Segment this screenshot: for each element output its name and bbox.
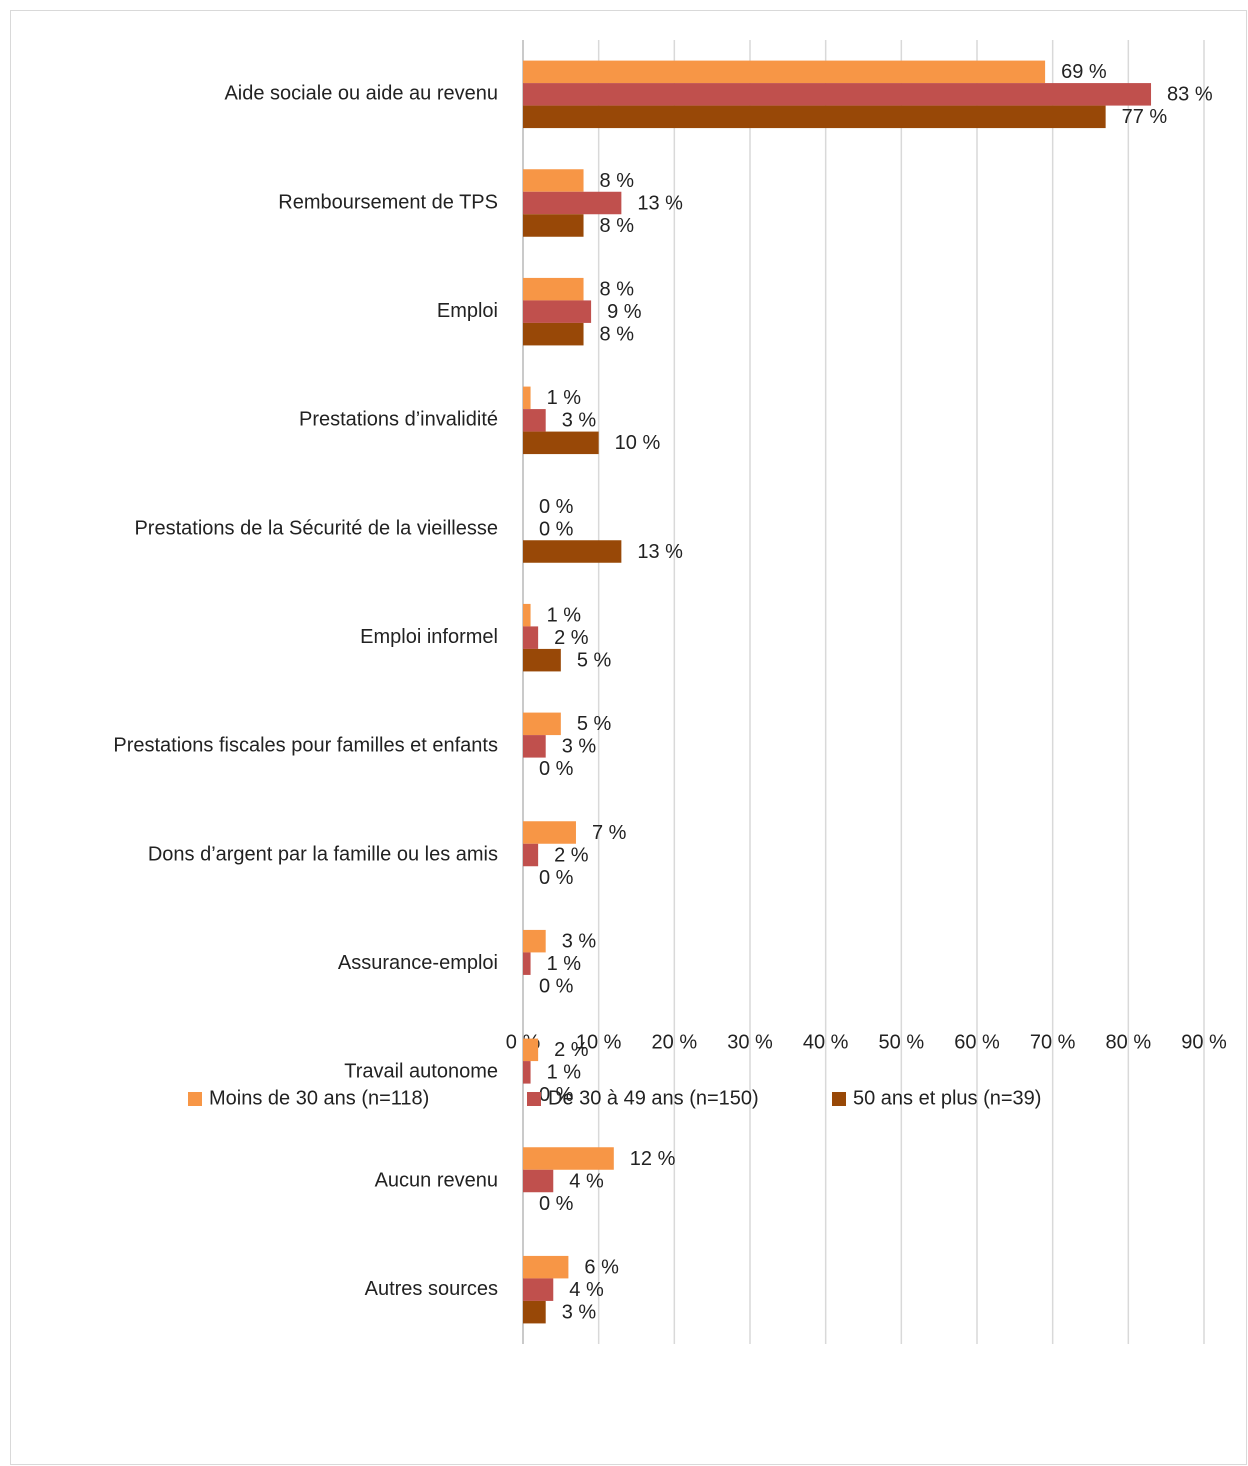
value-label: 1 % (547, 1062, 582, 1084)
value-label: 83 % (1167, 84, 1213, 106)
value-label: 1 % (547, 604, 582, 626)
bar (523, 386, 531, 410)
category-label: Aide sociale ou aide au revenu (224, 83, 498, 105)
value-label: 3 % (562, 1301, 597, 1323)
bar (523, 1255, 569, 1279)
value-label: 1 % (547, 387, 582, 409)
bar (523, 843, 539, 867)
value-label: 0 % (539, 518, 574, 540)
bar (523, 648, 561, 672)
bar (523, 214, 584, 237)
value-label: 3 % (562, 736, 597, 758)
bar (523, 300, 592, 323)
bar (523, 169, 584, 192)
x-tick-label: 30 % (727, 1031, 773, 1053)
bar (523, 83, 1152, 106)
value-label: 4 % (569, 1170, 604, 1192)
value-label: 2 % (554, 1039, 589, 1061)
category-label: Dons d’argent par la famille ou les amis (148, 843, 498, 865)
value-label: 6 % (584, 1256, 619, 1278)
value-label: 2 % (554, 844, 589, 866)
value-label: 8 % (600, 278, 635, 300)
category-label: Remboursement de TPS (278, 191, 498, 213)
value-label: 0 % (539, 1084, 574, 1106)
value-label: 0 % (539, 1193, 574, 1215)
category-label: Emploi informel (360, 626, 498, 648)
x-tick-label: 20 % (652, 1031, 698, 1053)
value-label: 10 % (615, 432, 661, 454)
bar (523, 1038, 539, 1062)
category-label: Emploi (437, 300, 498, 322)
legend-label: 50 ans et plus (n=39) (853, 1087, 1041, 1109)
bar (523, 1300, 546, 1324)
category-label: Travail autonome (344, 1061, 498, 1083)
value-label: 8 % (600, 215, 635, 237)
bar (523, 1278, 554, 1301)
bar (523, 929, 546, 953)
legend-label: Moins de 30 ans (n=118) (209, 1087, 429, 1109)
legend-swatch (188, 1092, 202, 1106)
chart-border (10, 10, 1247, 1465)
category-label: Prestations d’invalidité (299, 409, 498, 431)
bar (523, 1147, 614, 1170)
bar (523, 322, 584, 346)
legend-swatch (832, 1092, 846, 1106)
category-label: Aucun revenu (375, 1169, 498, 1191)
bar (523, 105, 1106, 129)
bar (523, 712, 561, 736)
value-label: 13 % (637, 541, 683, 563)
x-tick-label: 90 % (1181, 1031, 1227, 1053)
value-label: 3 % (562, 930, 597, 952)
value-label: 0 % (539, 975, 574, 997)
bar (523, 952, 531, 975)
value-label: 1 % (547, 953, 582, 975)
x-tick-label: 60 % (954, 1031, 1000, 1053)
value-label: 12 % (630, 1148, 676, 1170)
legend-label: De 30 à 49 ans (n=150) (548, 1087, 759, 1109)
bar (523, 540, 622, 563)
category-label: Assurance-emploi (338, 952, 498, 974)
bar (523, 1061, 531, 1084)
bar (523, 191, 622, 215)
bar (523, 277, 584, 301)
value-label: 5 % (577, 649, 612, 671)
x-tick-label: 40 % (803, 1031, 849, 1053)
category-label: Autres sources (365, 1278, 498, 1300)
value-label: 8 % (600, 323, 635, 345)
bar (523, 735, 546, 758)
value-label: 3 % (562, 410, 597, 432)
value-label: 0 % (539, 496, 574, 518)
bar (523, 431, 599, 455)
value-label: 8 % (600, 170, 635, 192)
x-tick-label: 70 % (1030, 1031, 1076, 1053)
bar (523, 603, 531, 627)
value-label: 4 % (569, 1279, 604, 1301)
bar (523, 409, 546, 432)
category-label: Prestations fiscales pour familles et en… (113, 735, 498, 757)
value-label: 69 % (1061, 61, 1107, 83)
x-tick-label: 50 % (879, 1031, 925, 1053)
category-label: Prestations de la Sécurité de la vieille… (134, 517, 498, 539)
value-label: 5 % (577, 713, 612, 735)
value-label: 2 % (554, 627, 589, 649)
bar (523, 1169, 554, 1193)
value-label: 9 % (607, 301, 642, 323)
bar (523, 60, 1046, 84)
value-label: 0 % (539, 867, 574, 889)
value-label: 77 % (1122, 106, 1168, 128)
x-tick-label: 10 % (576, 1031, 622, 1053)
x-tick-label: 80 % (1106, 1031, 1152, 1053)
value-label: 7 % (592, 822, 627, 844)
bar (523, 821, 576, 844)
legend-swatch (527, 1092, 541, 1106)
bar (523, 626, 539, 649)
value-label: 0 % (539, 758, 574, 780)
value-label: 13 % (637, 192, 683, 214)
